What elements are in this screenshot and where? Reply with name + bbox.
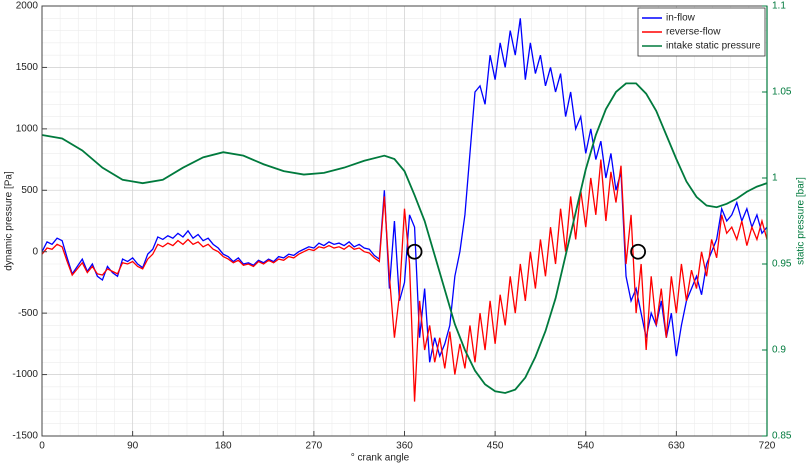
legend-label: in-flow — [666, 13, 696, 24]
y2-tick-label: 0.9 — [772, 345, 786, 356]
y2-tick-label: 0.85 — [772, 431, 792, 442]
x-tick-label: 180 — [215, 441, 232, 452]
y2-tick-label: 1 — [772, 173, 778, 184]
y-tick-label: 1000 — [16, 123, 39, 134]
y-tick-label: -500 — [18, 308, 38, 319]
y-tick-label: 2000 — [16, 1, 39, 12]
marker-circle — [630, 243, 647, 260]
x-tick-label: 720 — [759, 441, 776, 452]
y2-tick-label: 1.1 — [772, 1, 786, 12]
y-tick-label: 1500 — [16, 62, 39, 73]
x-tick-label: 90 — [127, 441, 139, 452]
x-tick-label: 630 — [668, 441, 685, 452]
lines — [41, 18, 768, 402]
legend-label: reverse-flow — [666, 27, 721, 38]
x-tick-label: 540 — [577, 441, 594, 452]
series-line — [41, 18, 768, 363]
legend-label: intake static pressure — [666, 41, 761, 52]
y-tick-label: 500 — [21, 185, 38, 196]
x-tick-label: 450 — [487, 441, 504, 452]
y-tick-label: -1000 — [12, 369, 38, 380]
y-axis-label: dynamic pressure [Pa] — [4, 171, 15, 271]
y-tick-label: 0 — [32, 246, 38, 257]
grid — [41, 5, 768, 437]
x-tick-label: 0 — [39, 441, 45, 452]
x-axis-label: ° crank angle — [351, 453, 410, 464]
marker-circle — [406, 243, 423, 260]
y2-tick-label: 1.05 — [772, 87, 792, 98]
series-line — [41, 82, 768, 394]
y2-tick-label: 0.95 — [772, 259, 792, 270]
y2-axis-label: static pressure [bar] — [796, 177, 807, 265]
y-tick-label: -1500 — [12, 431, 38, 442]
series-line — [41, 159, 768, 402]
x-tick-label: 360 — [396, 441, 413, 452]
x-tick-label: 270 — [306, 441, 323, 452]
